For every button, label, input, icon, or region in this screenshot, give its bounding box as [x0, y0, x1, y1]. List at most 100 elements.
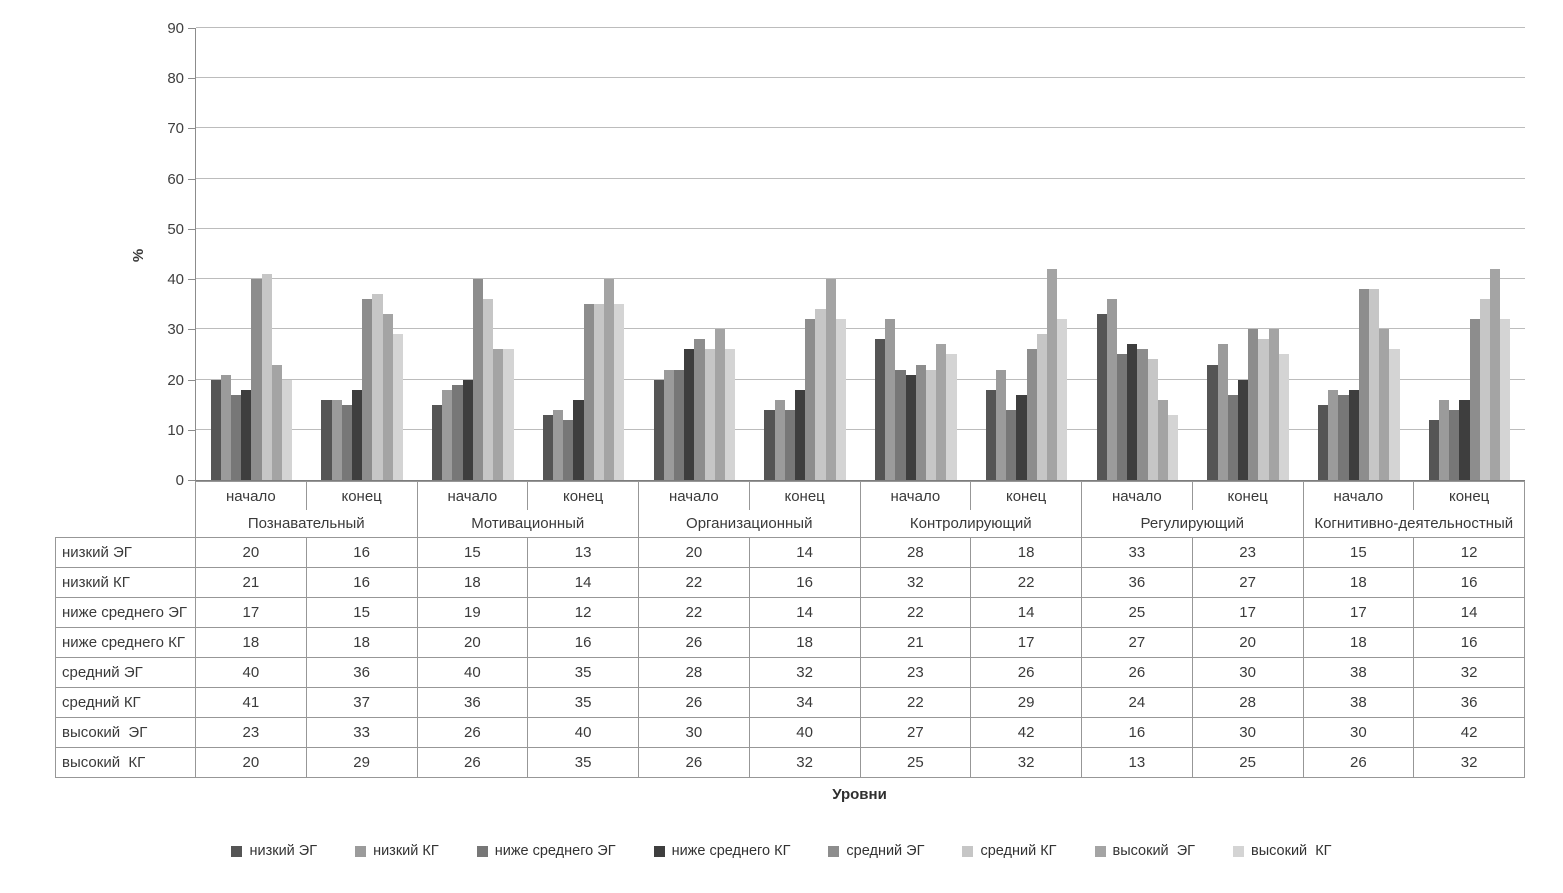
- table-value-cell: 16: [748, 567, 861, 598]
- bar: [1490, 269, 1501, 480]
- series-row-label: низкий ЭГ: [55, 537, 196, 568]
- bar: [1127, 344, 1138, 480]
- table-value-cell: 29: [305, 747, 418, 778]
- subcategory-header-cell: начало: [859, 481, 972, 510]
- table-value-cell: 26: [1302, 747, 1415, 778]
- table-value-cell: 34: [748, 687, 861, 718]
- table-value-cell: 16: [1081, 717, 1193, 748]
- bar: [563, 419, 574, 480]
- legend-marker-swatch: [476, 845, 488, 857]
- bar: [1147, 359, 1158, 480]
- y-tick-label: 10: [167, 421, 184, 439]
- table-value-cell: 22: [859, 687, 972, 718]
- table-value-cell: 18: [1302, 567, 1415, 598]
- table-value-cell: 23: [1191, 537, 1304, 568]
- bar: [1459, 399, 1470, 480]
- table-value-cell: 30: [1191, 717, 1304, 748]
- table-value-cell: 14: [970, 597, 1082, 628]
- subcategory-header-cell: начало: [195, 481, 307, 510]
- bar: [1116, 354, 1128, 480]
- table-value-cell: 18: [416, 567, 529, 598]
- legend-label: низкий КГ: [373, 843, 439, 859]
- table-value-cell: 25: [1191, 747, 1304, 778]
- y-tick-label: 20: [167, 371, 184, 389]
- table-value-cell: 40: [195, 657, 307, 688]
- series-row-label: средний КГ: [55, 687, 196, 718]
- y-tick-label: 40: [167, 271, 184, 289]
- table-value-cell: 20: [1191, 627, 1304, 658]
- table-value-cell: 16: [305, 567, 418, 598]
- table-value-cell: 26: [638, 747, 750, 778]
- bar: [372, 294, 383, 480]
- table-value-cell: 16: [527, 627, 639, 658]
- bar: [1278, 354, 1289, 480]
- bar: [724, 349, 736, 480]
- y-tick-label: 30: [167, 321, 184, 339]
- table-value-cell: 19: [416, 597, 529, 628]
- legend-item: ниже среднего ЭГ: [476, 843, 616, 859]
- legend: низкий ЭГ низкий КГ ниже среднего ЭГ ниже с…: [0, 843, 1563, 859]
- bar: [774, 399, 785, 480]
- bar: [271, 364, 282, 480]
- table-value-cell: 17: [1191, 597, 1304, 628]
- y-tick-mark: [188, 279, 195, 281]
- legend-label: высокий ЭГ: [1112, 843, 1195, 859]
- legend-label: ниже среднего КГ: [671, 843, 791, 859]
- table-value-cell: 26: [970, 657, 1082, 688]
- bar: [542, 414, 553, 480]
- table-value-cell: 14: [1413, 597, 1525, 628]
- table-row: высокий КГ 20 29 26 35 26 32 25 32 13 25 26 32: [55, 747, 1525, 778]
- legend-label: ниже среднего ЭГ: [494, 843, 616, 859]
- table-value-cell: 33: [305, 717, 418, 748]
- category-header-cell: Познавательный: [195, 510, 418, 538]
- legend-item: средний КГ: [962, 843, 1057, 859]
- table-row: ниже среднего ЭГ 17 15 19 12 22 14 22 14 25 17 17 14: [55, 597, 1525, 628]
- table-value-cell: 40: [416, 657, 529, 688]
- table-value-cell: 30: [638, 717, 750, 748]
- table-value-cell: 38: [1302, 657, 1415, 688]
- table-value-cell: 12: [1413, 537, 1525, 568]
- bar: [1338, 394, 1349, 480]
- series-row-label: ниже среднего КГ: [55, 627, 196, 658]
- bar: [915, 364, 927, 480]
- bar: [996, 369, 1007, 480]
- subcategory-header-cell: начало: [416, 481, 529, 510]
- table-row: средний КГ 41 37 36 35 26 34 22 29 24 28 38 36: [55, 687, 1525, 718]
- bar: [261, 274, 272, 480]
- table-value-cell: 26: [416, 747, 529, 778]
- bar: [220, 374, 231, 480]
- bar: [1057, 319, 1068, 480]
- bar: [936, 344, 947, 480]
- subcategory-header-cell: конец: [970, 481, 1082, 510]
- subcategory-header-cell: конец: [1191, 481, 1304, 510]
- bar: [805, 319, 816, 480]
- table-value-cell: 28: [638, 657, 750, 688]
- legend-item: низкий КГ: [355, 843, 439, 859]
- legend-marker-swatch: [1094, 845, 1106, 857]
- legend-label: средний ЭГ: [846, 843, 925, 859]
- legend-marker-swatch: [231, 845, 243, 857]
- series-row-label: высокий ЭГ: [55, 717, 196, 748]
- bar: [835, 319, 846, 480]
- bar: [452, 384, 463, 480]
- legend-marker-swatch: [1233, 845, 1244, 857]
- bar: [1137, 349, 1148, 480]
- bar: [462, 379, 473, 480]
- gridline: [196, 278, 1525, 280]
- table-value-cell: 40: [748, 717, 861, 748]
- gridline: [196, 428, 1525, 430]
- table-value-cell: 17: [195, 597, 307, 628]
- bar: [784, 409, 795, 480]
- table-value-cell: 24: [1081, 687, 1193, 718]
- series-row-label: ниже среднего ЭГ: [55, 597, 196, 628]
- table-value-cell: 13: [527, 537, 639, 568]
- bar: [1428, 419, 1439, 480]
- bar: [1369, 289, 1380, 480]
- data-table: начало конец начало конец начало конец начало к…: [55, 481, 1525, 778]
- bar: [905, 374, 916, 480]
- gridline: [196, 328, 1525, 330]
- category-header-cell: Регулирующий: [1081, 510, 1304, 538]
- table-value-cell: 21: [859, 627, 972, 658]
- bar: [1439, 399, 1450, 480]
- y-tick-mark: [188, 128, 195, 130]
